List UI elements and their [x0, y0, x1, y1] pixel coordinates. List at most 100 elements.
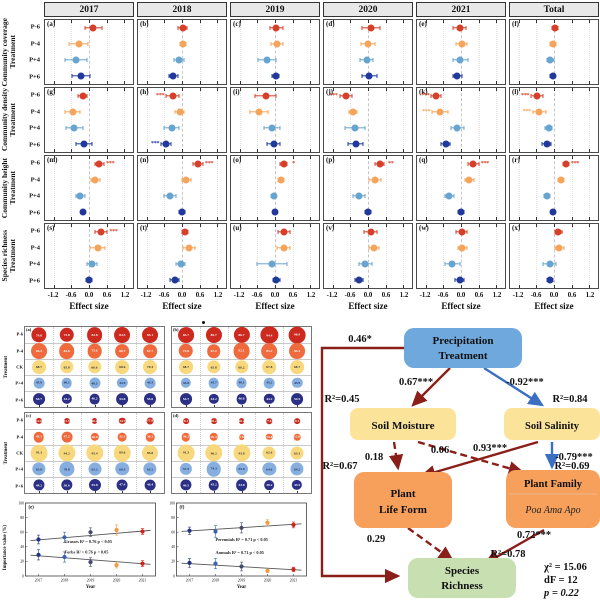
effect-point [458, 244, 466, 252]
effect-point [194, 160, 202, 168]
error-bar-cap [173, 58, 175, 62]
forest-panel: (x) [509, 223, 599, 289]
forest-panel: (n) *** [137, 155, 227, 221]
error-bar-cap [103, 162, 105, 166]
category-tick-label: P+4 [29, 260, 40, 268]
bubble-row-labels: P-6 P-4 CK P+4 P+6 [11, 326, 24, 408]
zero-line [182, 156, 183, 220]
effect-point [546, 56, 554, 64]
panel-tag: (a) [47, 20, 56, 28]
node-plant-life-form: Plant Life Form [354, 472, 452, 528]
gridline [124, 224, 126, 288]
error-bar-cap [279, 142, 281, 146]
axis-tick [275, 81, 276, 84]
axis-tick [106, 285, 108, 288]
error-bar-cap [279, 126, 281, 130]
effect-point [355, 192, 363, 200]
bubble: 30.2 [145, 432, 155, 442]
axis-tick [403, 149, 405, 152]
panel-tag: (b) [173, 327, 179, 332]
axis-tick [368, 224, 369, 227]
axis-tick [425, 149, 427, 152]
effect-size-forest-grid: 2017 2018 2019 2020 2021 Total Community cover… [0, 2, 599, 320]
bubble: 10.6 [91, 418, 98, 424]
axis-tick [554, 285, 555, 288]
error-bar-cap [177, 26, 179, 30]
bubble: 45.2 [264, 377, 275, 389]
axis-tick [257, 81, 259, 84]
bubble: 67.2 [206, 344, 221, 358]
axis-tick [94, 404, 96, 407]
bubble: 64.2 [290, 462, 304, 476]
axis-tick [443, 156, 445, 159]
panel-tag: (c) [233, 20, 241, 28]
axis-tick [368, 149, 369, 152]
axis-tick [518, 149, 520, 152]
data-point [239, 525, 244, 530]
error-bar-cap [449, 142, 451, 146]
significance-stars: ** [387, 159, 394, 167]
coef-family-richness: 0.72*** [517, 530, 551, 541]
column-separator [52, 327, 54, 407]
bubble: 90.9 [288, 326, 306, 344]
effect-point [79, 92, 87, 100]
gridline [146, 20, 148, 84]
effect-point [270, 192, 278, 200]
axis-tick [332, 217, 334, 220]
gridline [310, 88, 312, 152]
axis-tick [124, 20, 126, 23]
axis-tick [368, 88, 369, 91]
axis-tick [71, 20, 73, 23]
axis-tick [94, 490, 96, 493]
row-tick-label: P+4 [15, 380, 23, 386]
significance-stars: *** [421, 91, 430, 99]
error-bar-cap [530, 94, 532, 98]
bubble: 91.3 [30, 444, 48, 462]
bubble: 68.7 [115, 344, 130, 358]
axis-tick [310, 88, 312, 91]
coef-salinity-lifeform: 0.93*** [473, 443, 507, 454]
forest-panel: (q) *** [416, 155, 506, 221]
axis-tick [536, 88, 538, 91]
row-separator [25, 477, 164, 478]
plant-family-label: Plant Family [524, 479, 583, 490]
y-tick-label: 60 [171, 531, 175, 535]
zero-line [275, 224, 276, 288]
axis-tick [146, 224, 148, 227]
axis-tick [554, 88, 555, 91]
axis-tick [536, 149, 538, 152]
species-richness-line2: Richness [441, 580, 483, 592]
error-bar-cap [104, 246, 106, 250]
error-bar-cap [461, 74, 463, 78]
axis-tick [425, 224, 427, 227]
gridline [292, 20, 294, 84]
x-tick-label: -1.2 [419, 292, 431, 299]
axis-tick [518, 224, 520, 227]
bubble: 54.5 [291, 393, 304, 405]
gridline [292, 156, 294, 220]
error-bar-cap [545, 110, 547, 114]
effect-point [456, 276, 464, 284]
axis-tick [124, 156, 126, 159]
category-tick-label: P+4 [29, 192, 40, 200]
column-separator [108, 327, 110, 407]
error-bar-cap [364, 194, 366, 198]
bubble: 48.1 [236, 377, 247, 389]
gridline [518, 156, 520, 220]
error-bar-cap [75, 142, 76, 146]
effect-point [549, 40, 557, 48]
bubble: 9.1 [294, 418, 300, 424]
effect-point [355, 276, 363, 284]
path-moisture-to-family [417, 440, 525, 476]
gridline [217, 20, 219, 84]
axis-tick [518, 20, 520, 23]
bubble: 7.6 [266, 418, 273, 424]
bubble: 79.8 [31, 327, 47, 343]
axis-tick [368, 20, 369, 23]
gridline [350, 224, 352, 288]
error-bar-cap [170, 142, 172, 146]
effect-point [280, 228, 288, 236]
axis-tick [53, 88, 55, 91]
gridline [425, 88, 427, 152]
axis-tick [536, 217, 538, 220]
